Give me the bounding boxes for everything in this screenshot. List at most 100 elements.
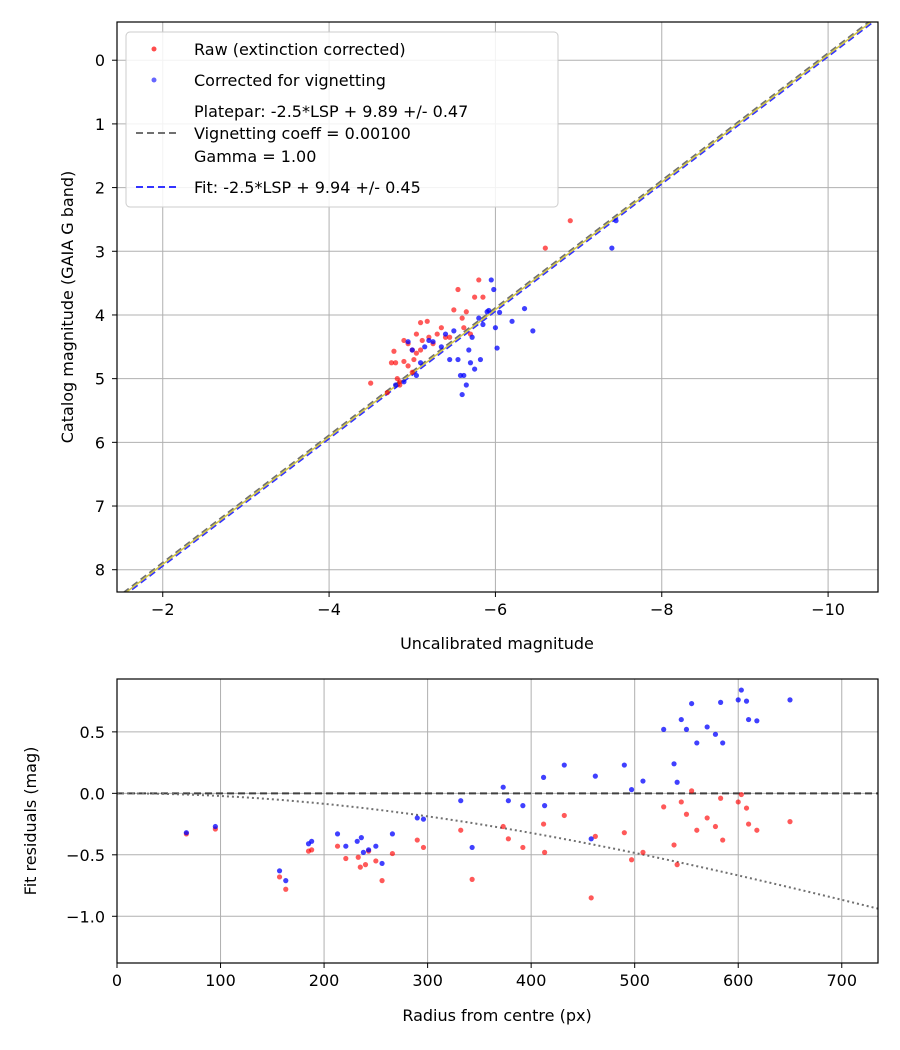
top-point: [409, 369, 415, 375]
top-point: [491, 286, 497, 293]
top-point: [467, 360, 474, 366]
top-point: [401, 358, 407, 365]
bottom-xtick-label: 100: [205, 971, 236, 990]
top-point: [401, 337, 407, 344]
top-xtick-label: −8: [650, 600, 674, 619]
top-point: [472, 294, 478, 300]
bottom-point: [309, 847, 315, 853]
bottom-point: [694, 827, 700, 833]
bottom-lines: [117, 792, 878, 910]
top-point: [455, 286, 461, 293]
top-point: [413, 331, 420, 337]
bottom-ytick-label: −1.0: [66, 907, 105, 926]
bottom-point: [704, 815, 710, 821]
bottom-point: [366, 847, 372, 853]
bottom-scatter-points: [183, 687, 793, 901]
top-point: [459, 391, 465, 398]
bottom-point: [588, 895, 594, 901]
bottom-point: [592, 773, 598, 779]
bottom-point: [628, 787, 635, 793]
top-point: [461, 325, 467, 331]
legend-platepar-line-1: Platepar: -2.5*LSP + 9.89 +/- 0.47: [194, 102, 468, 121]
top-ytick-label: 4: [95, 306, 105, 325]
bottom-point: [683, 726, 690, 733]
top-point: [434, 331, 440, 337]
top-point: [426, 337, 432, 344]
bottom-point: [373, 858, 379, 864]
bottom-point: [561, 762, 567, 768]
bottom-point: [674, 862, 680, 868]
top-ytick-label: 1: [95, 115, 105, 134]
bottom-point: [283, 886, 289, 892]
bottom-point: [712, 731, 719, 737]
legend-marker-corrected: [151, 77, 157, 83]
bottom-point: [362, 862, 369, 868]
top-point: [417, 347, 424, 353]
bottom-point: [542, 803, 548, 809]
top-point: [388, 360, 395, 366]
bottom-ticks: 0 100 200 300 400 500 600 700 0.5 0.0 −0.5 −1.0: [66, 723, 857, 990]
bottom-point: [787, 819, 793, 825]
bottom-point: [694, 740, 700, 746]
top-point: [397, 379, 403, 385]
bottom-point: [661, 804, 667, 810]
bottom-point: [469, 876, 475, 883]
top-point: [417, 320, 424, 326]
top-point: [459, 315, 465, 321]
bottom-point: [745, 821, 752, 827]
top-point: [422, 344, 428, 350]
bottom-series-line-3: [117, 792, 878, 910]
top-point: [391, 348, 397, 354]
top-point: [451, 307, 457, 313]
top-ticks: −2 −4 −6 −8 −10 0 1 2 3 4 5 6 7 8: [95, 51, 845, 619]
bottom-point: [738, 791, 744, 798]
bottom-xtick-label: 600: [723, 971, 754, 990]
top-point: [463, 382, 469, 388]
top-point: [521, 305, 528, 312]
top-scatter-points: [368, 218, 619, 398]
bottom-point: [678, 799, 684, 805]
bottom-point: [592, 833, 598, 839]
top-series-line-4: [125, 22, 873, 592]
bottom-point: [414, 815, 420, 821]
bottom-xtick-label: 300: [412, 971, 443, 990]
bottom-point: [671, 842, 677, 848]
top-point: [384, 390, 390, 396]
bottom-point: [469, 844, 475, 851]
top-point: [368, 380, 374, 386]
bottom-ytick-label: 0.5: [80, 723, 105, 742]
top-ytick-label: 2: [95, 179, 105, 198]
top-xlabel: Uncalibrated magnitude: [400, 634, 594, 653]
top-ytick-label: 5: [95, 370, 105, 389]
bottom-point: [621, 830, 627, 836]
top-point: [477, 356, 484, 363]
bottom-xtick-label: 200: [309, 971, 340, 990]
top-point: [542, 245, 548, 251]
top-point: [409, 347, 415, 353]
top-point: [413, 350, 420, 356]
top-chart: −2 −4 −6 −8 −10 0 1 2 3 4 5 6 7 8 Uncalibrated magnit…: [58, 21, 879, 653]
bottom-xtick-label: 400: [516, 971, 547, 990]
bottom-point: [542, 849, 548, 855]
bottom-point: [718, 699, 724, 705]
bottom-point: [621, 762, 627, 768]
bottom-point: [500, 784, 506, 790]
top-point: [405, 363, 411, 369]
top-point: [455, 356, 461, 363]
top-ytick-label: 3: [95, 242, 105, 261]
top-series-line-3: [126, 22, 875, 592]
bottom-grid: [116, 679, 878, 963]
top-point: [461, 372, 467, 379]
bottom-point: [334, 843, 341, 849]
bottom-point: [420, 844, 427, 851]
bottom-point: [754, 827, 760, 833]
bottom-point: [212, 823, 218, 830]
bottom-point: [379, 878, 385, 884]
top-point: [442, 331, 449, 337]
bottom-point: [358, 835, 364, 841]
top-axes-frame: [116, 21, 879, 593]
bottom-point: [640, 849, 646, 855]
top-point: [405, 339, 411, 345]
legend-marker-raw: [151, 46, 157, 52]
